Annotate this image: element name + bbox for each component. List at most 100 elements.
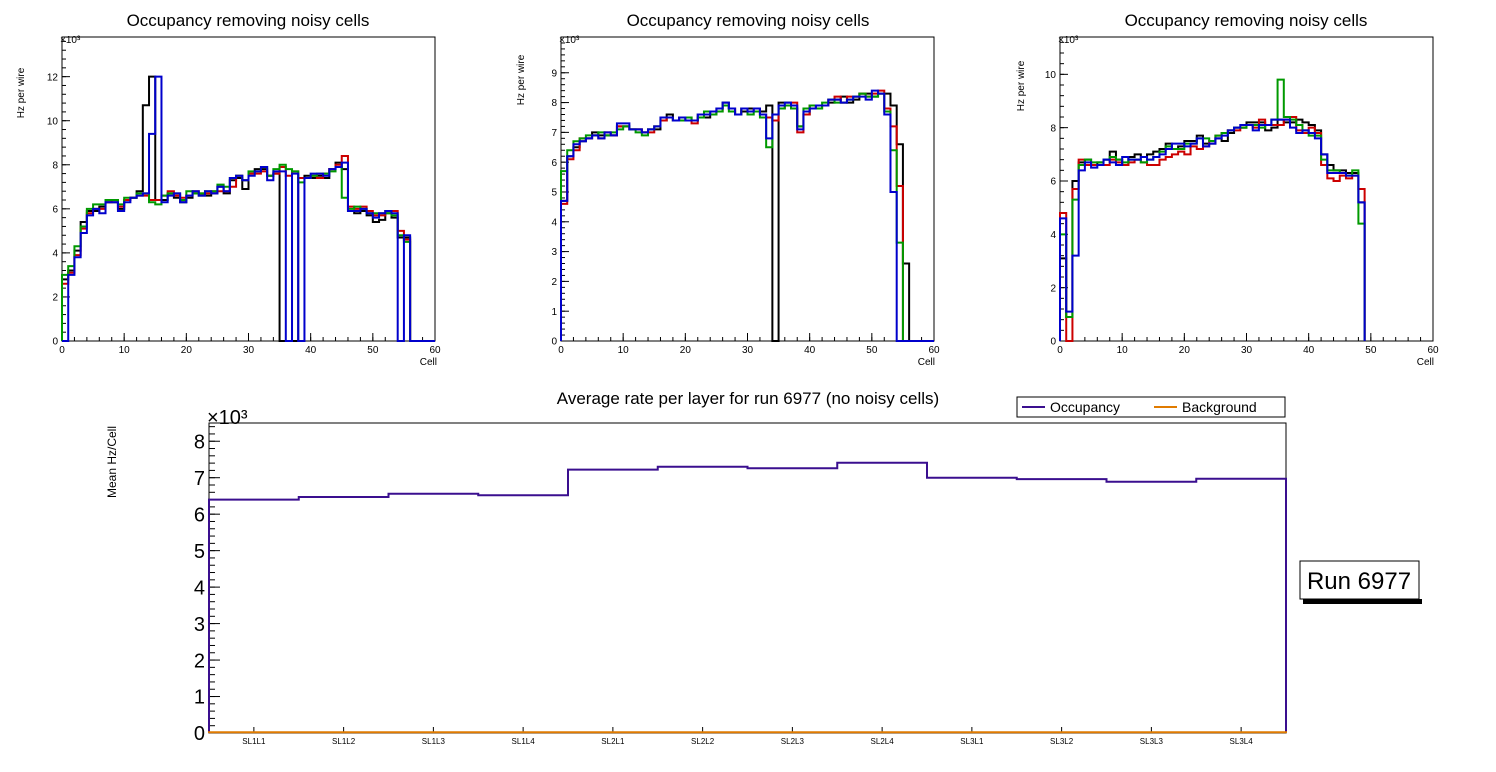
x-tick-label: 0: [59, 345, 65, 356]
y-tick-label: 4: [551, 217, 557, 228]
series-green: [1059, 78, 1366, 341]
plot-frame: [1059, 36, 1434, 342]
x-tick-label: 30: [1241, 345, 1253, 356]
x-tick-label: 40: [305, 345, 317, 356]
panel-title: Occupancy removing noisy cells: [1125, 11, 1368, 30]
x-tick-label: SL3L3: [1140, 737, 1164, 746]
y-tick-label: 6: [1050, 177, 1056, 188]
y-tick-label: 0: [1050, 337, 1056, 348]
x-tick-label: SL1L4: [512, 737, 536, 746]
y-tick-label: 1: [194, 687, 205, 709]
y-tick-label: 2: [194, 650, 205, 672]
average-rate-panel: Average rate per layer for run 6977 (no …: [105, 389, 1287, 746]
y-tick-label: 7: [551, 128, 557, 139]
y-tick-label: 0: [194, 723, 205, 745]
x-tick-label: 10: [1117, 345, 1129, 356]
x-tick-label: 50: [1365, 345, 1377, 356]
plot-area: 0 10 20 30 40 50 60 0 1 2 3 4 5 6 7 8 9: [551, 36, 940, 356]
exponent-label: ×10³: [1058, 35, 1079, 46]
y-tick-label: 3: [551, 247, 557, 258]
x-tick-label: SL1L1: [242, 737, 266, 746]
y-tick-label: 4: [194, 577, 205, 599]
y-axis-label: Hz per wire: [16, 67, 27, 118]
occupancy-panel-3: Occupancy removing noisy cells ×10³ Hz p…: [1016, 11, 1439, 368]
series-red: [1059, 116, 1366, 342]
y-tick-label: 0: [551, 337, 557, 348]
x-tick-label: 20: [181, 345, 193, 356]
x-tick-label: 60: [1427, 345, 1439, 356]
x-tick-label: SL2L2: [691, 737, 715, 746]
x-tick-label: 20: [680, 345, 692, 356]
y-tick-label: 5: [551, 188, 557, 199]
y-tick-label: 2: [52, 293, 58, 304]
occupancy-panel-2: Occupancy removing noisy cells ×10³ Hz p…: [516, 11, 940, 368]
panel-title: Occupancy removing noisy cells: [627, 11, 870, 30]
x-tick-label: SL1L3: [422, 737, 446, 746]
series-blue: [1059, 118, 1366, 341]
legend-label-occupancy: Occupancy: [1050, 399, 1120, 415]
legend-label-background: Background: [1182, 399, 1257, 415]
x-tick-label: SL3L4: [1230, 737, 1254, 746]
legend-box: [1016, 396, 1286, 418]
series-black: [1059, 118, 1366, 341]
y-tick-label: 6: [551, 158, 557, 169]
y-tick-label: 2: [551, 277, 557, 288]
x-tick-label: 40: [1303, 345, 1315, 356]
run-label-frame: [1299, 560, 1420, 600]
x-tick-label: SL3L2: [1050, 737, 1074, 746]
y-tick-label: 8: [551, 98, 557, 109]
x-tick-label: 30: [742, 345, 754, 356]
plot-area: 0 10 20 30 40 50 60 0 2 4 6 8 10: [1045, 36, 1439, 356]
x-axis-label: Cell: [918, 357, 935, 368]
y-tick-label: 4: [52, 248, 58, 259]
x-tick-label: 10: [618, 345, 630, 356]
y-tick-label: 8: [194, 431, 205, 453]
y-tick-label: 10: [47, 116, 59, 127]
y-tick-label: 6: [52, 204, 58, 215]
x-tick-label: 20: [1179, 345, 1191, 356]
y-tick-label: 8: [1050, 123, 1056, 134]
run-label: Run 6977: [1307, 568, 1411, 595]
x-tick-label: 30: [243, 345, 255, 356]
legend: Occupancy Background: [1016, 396, 1286, 418]
plot-frame: [560, 36, 935, 342]
series-background: [208, 731, 1287, 734]
plot-frame: [208, 422, 1287, 734]
y-axis-label: Mean Hz/Cell: [105, 426, 119, 498]
x-tick-label: 60: [429, 345, 441, 356]
y-tick-label: 7: [194, 468, 205, 490]
plot-area: 0 10 20 30 40 50 60 0 2 4 6 8 10 12: [47, 36, 441, 356]
y-tick-label: 1: [551, 307, 557, 318]
panel-title: Average rate per layer for run 6977 (no …: [557, 389, 939, 408]
x-axis-label: Cell: [1417, 357, 1434, 368]
y-tick-label: 8: [52, 160, 58, 171]
x-tick-label: 10: [119, 345, 131, 356]
y-tick-label: 9: [551, 68, 557, 79]
y-tick-label: 3: [194, 614, 205, 636]
y-tick-label: 2: [1050, 283, 1056, 294]
x-tick-label: SL2L3: [781, 737, 805, 746]
series-occupancy: [208, 461, 1287, 733]
run-label-shadow: [1303, 599, 1422, 604]
x-tick-label: SL2L1: [601, 737, 625, 746]
x-axis-label: Cell: [420, 357, 437, 368]
y-tick-label: 0: [52, 337, 58, 348]
plot-area: SL1L1 SL1L2 SL1L3 SL1L4 SL2L1 SL2L2 SL2L3 SL2L4…: [194, 422, 1287, 746]
y-tick-label: 10: [1045, 70, 1057, 81]
exponent-label: ×10³: [559, 35, 580, 46]
x-tick-label: 50: [866, 345, 878, 356]
run-label-box: Run 6977: [1299, 560, 1422, 604]
y-axis-label: Hz per wire: [1016, 60, 1027, 111]
series-green: [61, 163, 435, 342]
y-tick-label: 12: [47, 72, 59, 83]
exponent-label: ×10³: [207, 407, 248, 429]
exponent-label: ×10³: [60, 35, 81, 46]
y-tick-label: 6: [194, 504, 205, 526]
series-blue: [62, 75, 435, 342]
y-tick-label: 5: [194, 541, 205, 563]
x-tick-label: SL1L2: [332, 737, 356, 746]
x-tick-label: 0: [558, 345, 564, 356]
y-tick-label: 4: [1050, 230, 1056, 241]
x-tick-label: 0: [1057, 345, 1063, 356]
x-tick-label: SL3L1: [960, 737, 984, 746]
